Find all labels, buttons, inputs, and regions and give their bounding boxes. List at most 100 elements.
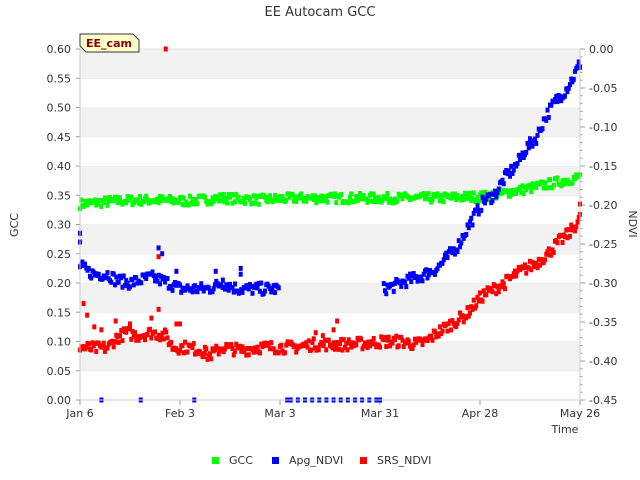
grid-band [80,49,580,79]
data-point [278,194,282,200]
data-point [546,246,551,252]
data-point [474,303,479,309]
data-point [321,342,326,348]
data-point [199,351,204,357]
data-point [504,168,509,174]
data-point [544,251,549,257]
data-point [448,318,452,324]
data-point [440,328,445,334]
data-point [570,180,575,186]
data-point [276,285,281,291]
data-point [203,350,207,356]
data-point [420,278,425,284]
data-point [148,326,152,332]
data-point [420,342,425,348]
data-point [168,193,172,199]
data-point [371,191,376,197]
data-point [159,198,164,204]
data-point [421,271,426,277]
data-point [461,319,466,325]
y-left-tick-label: 0.10 [47,336,72,349]
data-point [106,199,111,205]
data-point [156,200,161,206]
legend-item-srs-ndvi[interactable]: SRS_NDVI [360,454,431,467]
data-point [230,345,235,351]
data-point [426,272,431,278]
data-point [571,224,576,230]
data-point [203,194,207,200]
data-point [535,132,540,138]
data-point [383,335,387,341]
data-point [545,185,550,191]
data-point [153,278,157,284]
data-point [216,198,221,204]
data-point [258,350,262,356]
data-point [519,153,524,159]
data-point [210,289,215,295]
data-point [331,340,336,346]
data-point [408,271,412,277]
data-point [125,194,130,200]
data-point [414,274,419,280]
data-point [346,337,351,343]
data-point [390,281,395,287]
data-point [334,200,339,206]
data-point [510,170,515,176]
data-point [436,192,441,198]
data-point [190,345,195,351]
data-point [169,339,174,345]
chart-title: EE Autocam GCC [265,5,376,20]
data-point [86,341,91,347]
data-point [376,194,381,200]
data-point [270,285,275,291]
data-point [79,262,84,268]
data-point [474,197,479,203]
data-point [259,280,264,286]
data-point [411,271,416,277]
data-point [561,177,566,183]
data-point [98,198,102,204]
data-point [293,194,297,200]
data-point [499,284,504,290]
data-point [525,140,530,146]
x-tick-label: Mar 31 [361,407,399,420]
data-point [398,280,402,286]
data-point [381,281,386,287]
data-point [449,327,454,333]
data-point [320,333,325,339]
y-axis-left-label: GCC [8,213,21,237]
data-point [459,197,464,203]
series-apg-ndvi [78,59,582,403]
data-point [205,356,210,362]
data-point [256,201,261,207]
legend-swatch-gcc [212,457,219,464]
data-point [199,281,204,287]
data-point [139,280,144,286]
data-point [451,246,456,252]
data-point [348,194,352,200]
data-point [361,343,366,349]
data-point [345,347,350,353]
data-point [494,291,499,297]
data-point [459,240,464,246]
data-point [155,278,160,284]
data-point [191,201,196,207]
data-point [344,340,349,346]
legend-item-apg-ndvi[interactable]: Apg_NDVI [272,454,343,467]
data-point [568,233,572,239]
y-left-tick-label: 0.35 [47,189,72,202]
legend-item-gcc[interactable]: GCC [212,454,253,467]
data-point [159,334,164,340]
data-point [385,191,390,197]
data-point [378,344,382,350]
data-point [105,270,110,276]
data-point [465,195,470,201]
data-point [531,264,536,270]
data-point [250,200,255,206]
data-point [268,346,272,352]
data-point [324,196,329,202]
data-point [128,326,132,332]
data-point [208,351,212,357]
data-point [220,277,225,283]
data-point [159,273,164,279]
